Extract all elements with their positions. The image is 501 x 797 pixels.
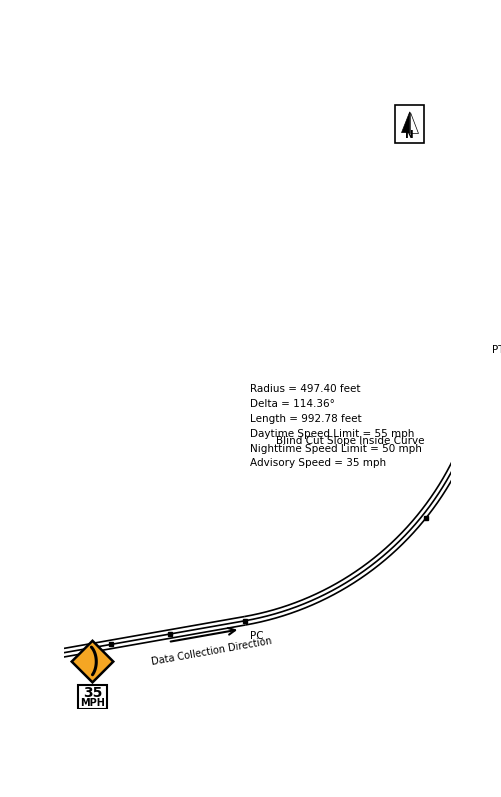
Text: MPH: MPH [80,698,105,709]
Bar [78,685,107,709]
Text: PT: PT [491,345,501,355]
Polygon shape [401,112,409,132]
Bar [394,105,423,143]
Text: Blind Cut Slope Inside Curve: Blind Cut Slope Inside Curve [275,436,423,446]
Polygon shape [409,112,417,132]
Text: N: N [404,130,413,139]
Polygon shape [72,641,113,682]
Text: PC: PC [250,630,264,641]
Text: 35: 35 [83,685,102,700]
Text: Data Collection Direction: Data Collection Direction [150,636,272,666]
Text: Radius = 497.40 feet
Delta = 114.36°
Length = 992.78 feet
Daytime Speed Limit = : Radius = 497.40 feet Delta = 114.36° Len… [250,384,421,469]
